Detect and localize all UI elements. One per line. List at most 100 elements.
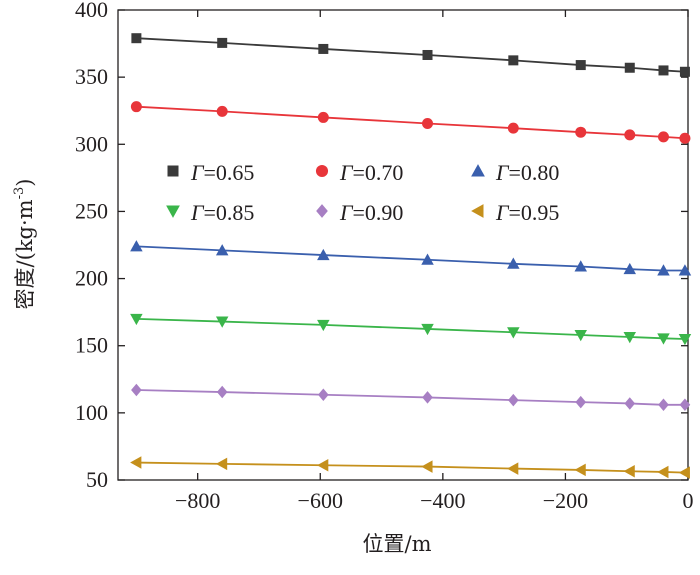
data-point <box>216 105 228 117</box>
data-point <box>657 465 669 479</box>
legend-item: Γ=0.65 <box>167 160 254 185</box>
data-point <box>422 117 434 129</box>
data-point <box>623 331 637 344</box>
data-point <box>678 334 692 346</box>
data-point <box>574 260 587 272</box>
data-point <box>574 463 586 477</box>
data-point <box>574 329 587 342</box>
data-point <box>624 129 636 141</box>
series-6 <box>130 456 690 479</box>
y-tick-label: 400 <box>75 0 108 22</box>
y-tick-label: 150 <box>75 333 108 358</box>
data-point <box>507 257 520 269</box>
data-point <box>317 111 329 123</box>
data-point <box>317 248 330 261</box>
data-point <box>130 456 142 469</box>
legend-label: Γ=0.95 <box>495 200 559 225</box>
legend-symbol: Γ <box>339 200 354 225</box>
legend-marker <box>316 204 328 218</box>
data-point <box>623 465 635 478</box>
data-point <box>421 253 434 265</box>
y-tick-label: 200 <box>75 266 108 291</box>
data-point <box>130 101 142 113</box>
x-tick-label: −600 <box>298 488 343 513</box>
y-axis-title-close: ) <box>13 179 37 187</box>
legend-value: =0.70 <box>353 160 404 185</box>
series-2 <box>130 101 691 144</box>
legend-label: Γ=0.85 <box>190 200 254 225</box>
x-tick-label: −800 <box>175 488 220 513</box>
y-tick-label: 300 <box>75 131 108 156</box>
legend-symbol: Γ <box>495 200 510 225</box>
data-point <box>658 65 669 76</box>
legend-marker <box>471 204 484 218</box>
y-tick-label: 50 <box>86 467 108 492</box>
series-4 <box>130 313 692 346</box>
data-point <box>421 460 433 473</box>
series-layer <box>130 33 692 479</box>
data-point <box>318 43 329 54</box>
y-tick-label: 250 <box>75 198 108 223</box>
y-axis-title-main: 密度/(kg·m <box>13 199 37 309</box>
data-point <box>422 391 433 404</box>
series-1 <box>131 33 690 77</box>
legend-label: Γ=0.65 <box>190 160 254 185</box>
data-point <box>658 398 669 412</box>
x-axis-title: 位置/m <box>363 532 432 556</box>
data-point <box>657 131 669 143</box>
legend-marker <box>471 164 485 177</box>
data-point <box>217 37 228 48</box>
legend-value: =0.85 <box>204 200 255 225</box>
x-tick-label: −400 <box>420 488 465 513</box>
x-tick-label: −200 <box>543 488 588 513</box>
data-point <box>422 49 433 60</box>
data-point <box>575 126 587 138</box>
series-5 <box>131 383 691 412</box>
data-point <box>215 457 228 471</box>
data-point <box>507 327 520 339</box>
series-3 <box>130 240 692 276</box>
data-point <box>421 323 434 336</box>
legend-symbol: Γ <box>339 160 354 185</box>
data-point <box>657 264 670 276</box>
legend-symbol: Γ <box>495 160 510 185</box>
y-tick-label: 100 <box>75 400 108 425</box>
plot-frame <box>117 9 689 481</box>
data-point <box>318 388 329 401</box>
legend-item: Γ=0.80 <box>471 160 559 185</box>
data-point <box>575 60 586 71</box>
data-point <box>130 240 143 252</box>
data-point <box>507 462 519 475</box>
data-point <box>575 395 587 409</box>
data-point <box>131 33 142 44</box>
legend-value: =0.90 <box>353 200 404 225</box>
data-point <box>508 393 519 407</box>
series-line <box>136 317 685 340</box>
legend-symbol: Γ <box>190 200 205 225</box>
legend-item: Γ=0.70 <box>315 160 404 185</box>
legend-marker <box>315 164 329 178</box>
y-axis-title: 密度/(kg·m-3) <box>12 179 37 310</box>
legend-item: Γ=0.85 <box>166 200 254 225</box>
data-point <box>679 66 690 77</box>
data-point <box>508 55 519 66</box>
legend-marker <box>167 165 179 177</box>
y-tick-label: 350 <box>75 64 108 89</box>
data-point <box>624 397 636 410</box>
data-point <box>131 383 142 397</box>
data-point <box>657 333 670 345</box>
legend-item: Γ=0.90 <box>316 200 403 225</box>
data-point <box>317 319 330 332</box>
legend-value: =0.95 <box>509 200 560 225</box>
data-point <box>216 385 228 399</box>
y-axis-title-superscript: -3 <box>12 187 27 200</box>
legend-value: =0.65 <box>204 160 255 185</box>
data-point <box>624 62 635 73</box>
data-point <box>215 244 229 256</box>
x-tick-labels: −800 −600 −400 −200 0 <box>175 488 694 513</box>
legend-marker <box>166 205 180 218</box>
x-tick-label: 0 <box>683 488 694 513</box>
data-point <box>507 122 519 134</box>
data-point <box>215 316 229 328</box>
